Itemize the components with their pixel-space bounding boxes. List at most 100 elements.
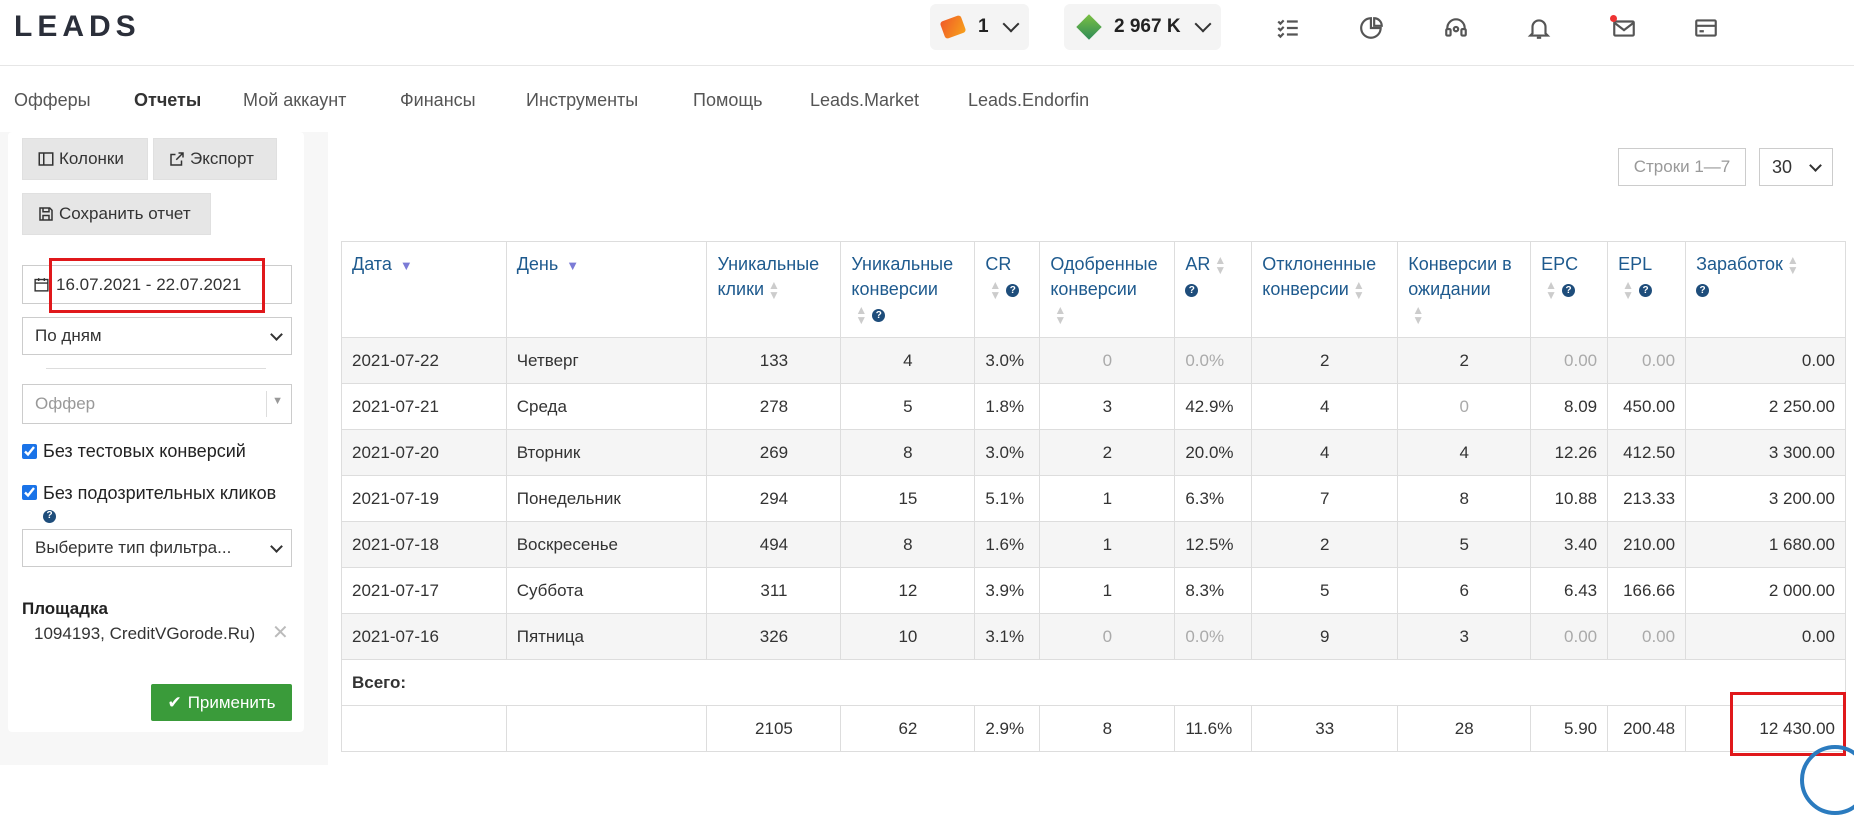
cell-pending: 3 xyxy=(1397,613,1532,660)
apply-button[interactable]: ✔ Применить xyxy=(151,684,292,721)
no-test-label: Без тестовых конверсий xyxy=(43,441,246,461)
support-icon[interactable] xyxy=(1442,14,1470,42)
cell-day: Суббота xyxy=(505,567,708,614)
help-icon[interactable]: ? xyxy=(1696,283,1710,297)
cell-earnings: 2 000.00 xyxy=(1685,567,1846,614)
cell-date: 2021-07-22 xyxy=(341,337,507,384)
tasks-icon[interactable] xyxy=(1274,14,1302,42)
tickets-dropdown[interactable]: 1 xyxy=(930,4,1029,50)
no-suspicious-checkbox-input[interactable] xyxy=(22,485,37,500)
cell-epc: 8.09 xyxy=(1530,383,1609,430)
sort-icon: ▲ ▼ xyxy=(1352,278,1365,303)
col-approved[interactable]: Одобренные конверсии ▲ ▼ xyxy=(1039,241,1176,338)
table-header-row: Дата ▼ День ▼ Уникальные клики ▲ ▼ Уникальные… xyxy=(341,241,1846,338)
total-cell-unique-conversions: 62 xyxy=(840,705,976,752)
cell-date: 2021-07-16 xyxy=(341,613,507,660)
cell-unique-conversions: 15 xyxy=(840,475,976,522)
sort-desc-icon: ▼ xyxy=(566,258,580,273)
offer-select[interactable]: Оффер ▼ xyxy=(22,384,292,424)
total-earnings-highlight-box xyxy=(1730,692,1846,756)
cell-day: Понедельник xyxy=(505,475,708,522)
col-day[interactable]: День ▼ xyxy=(505,241,708,338)
table-row: 2021-07-20 Вторник 269 8 3.0% 2 20.0% 4 4 12.26 41… xyxy=(341,429,1846,476)
chat-widget[interactable] xyxy=(1800,745,1854,815)
bell-icon[interactable] xyxy=(1525,14,1553,42)
col-rejected-label-1: Отклоненные xyxy=(1262,254,1377,274)
cell-earnings: 2 250.00 xyxy=(1685,383,1846,430)
cell-cr: 3.0% xyxy=(974,429,1041,476)
nav-reports[interactable]: Отчеты xyxy=(134,90,202,110)
balance-dropdown[interactable]: 2 967 K xyxy=(1064,4,1221,50)
cell-ar: 0.0% xyxy=(1174,337,1253,384)
col-epc[interactable]: EPC ▲ ▼ ? xyxy=(1530,241,1609,338)
rows-per-page-value: 30 xyxy=(1772,156,1793,177)
nav-account[interactable]: Мой аккаунт xyxy=(243,90,347,110)
help-icon[interactable]: ? xyxy=(1185,283,1199,297)
close-icon[interactable]: ✕ xyxy=(272,622,289,644)
cell-ar: 20.0% xyxy=(1174,429,1253,476)
columns-button[interactable]: Колонки xyxy=(22,138,148,180)
cell-pending: 5 xyxy=(1397,521,1532,568)
nav-tools[interactable]: Инструменты xyxy=(526,90,639,110)
cell-rejected: 4 xyxy=(1251,383,1399,430)
cell-unique-conversions: 4 xyxy=(840,337,976,384)
total-cell-cr: 2.9% xyxy=(974,705,1041,752)
cell-day: Пятница xyxy=(505,613,708,660)
cell-date: 2021-07-17 xyxy=(341,567,507,614)
cell-unique-conversions: 8 xyxy=(840,429,976,476)
col-cr[interactable]: CR ▲ ▼ ? xyxy=(974,241,1041,338)
nav-offers[interactable]: Офферы xyxy=(14,90,91,110)
col-unique-conversions[interactable]: Уникальные конверсии ▲ ▼ ? xyxy=(840,241,976,338)
cell-unique-clicks: 494 xyxy=(706,521,842,568)
col-pending[interactable]: Конверсии в ожидании ▲ ▼ xyxy=(1397,241,1532,338)
total-cell-rejected: 33 xyxy=(1251,705,1399,752)
col-date-label: Дата xyxy=(352,254,392,274)
export-button[interactable]: Экспорт xyxy=(153,138,277,180)
chart-pie-icon[interactable] xyxy=(1358,14,1386,42)
help-icon[interactable]: ? xyxy=(872,308,886,322)
group-by-value: По дням xyxy=(35,326,102,345)
cell-ar: 12.5% xyxy=(1174,521,1253,568)
logo[interactable]: LEADS xyxy=(14,10,141,43)
col-date[interactable]: Дата ▼ xyxy=(341,241,507,338)
no-test-checkbox-input[interactable] xyxy=(22,444,37,459)
total-cell-unique-clicks: 2105 xyxy=(706,705,842,752)
col-day-label: День xyxy=(516,254,559,274)
group-by-select[interactable]: По дням xyxy=(22,317,292,355)
date-range-picker[interactable]: 16.07.2021 - 22.07.2021 xyxy=(22,265,292,304)
nav-leads-market[interactable]: Leads.Market xyxy=(810,90,920,110)
offer-placeholder: Оффер xyxy=(35,394,96,413)
col-earnings[interactable]: Заработок ▲ ▼? xyxy=(1685,241,1846,338)
sort-icon: ▲ ▼ xyxy=(1786,253,1799,278)
help-icon[interactable]: ? xyxy=(1562,283,1576,297)
chevron-down-icon xyxy=(1809,159,1822,172)
help-icon[interactable]: ? xyxy=(1639,283,1653,297)
calendar-icon xyxy=(34,278,49,292)
save-report-button[interactable]: Сохранить отчет xyxy=(22,193,211,235)
cell-epc: 6.43 xyxy=(1530,567,1609,614)
no-test-conversions-checkbox[interactable]: Без тестовых конверсий xyxy=(22,441,246,462)
cell-epl: 0.00 xyxy=(1607,337,1687,384)
mail-icon[interactable] xyxy=(1610,14,1638,42)
col-rejected[interactable]: Отклоненные конверсии ▲ ▼ xyxy=(1251,241,1399,338)
card-icon[interactable] xyxy=(1692,14,1720,42)
filter-type-select[interactable]: Выберите тип фильтра... xyxy=(22,529,292,567)
col-ar[interactable]: AR ▲ ▼? xyxy=(1174,241,1253,338)
no-suspicious-clicks-checkbox[interactable]: Без подозрительных кликов ? xyxy=(22,482,276,526)
nav-finance[interactable]: Финансы xyxy=(400,90,476,110)
cell-ar: 42.9% xyxy=(1174,383,1253,430)
help-icon[interactable]: ? xyxy=(1006,283,1020,297)
help-icon[interactable]: ? xyxy=(43,509,56,523)
table-row: 2021-07-22 Четверг 133 4 3.0% 0 0.0% 2 2 0.00 0.00… xyxy=(341,337,1846,384)
cell-date: 2021-07-18 xyxy=(341,521,507,568)
nav-leads-endorfin[interactable]: Leads.Endorfin xyxy=(968,90,1090,110)
cell-rejected: 5 xyxy=(1251,567,1399,614)
col-epl[interactable]: EPL ▲ ▼ ? xyxy=(1607,241,1687,338)
cell-pending: 8 xyxy=(1397,475,1532,522)
date-highlight-box xyxy=(49,258,265,313)
col-unique-clicks-label-2: клики xyxy=(717,279,765,299)
col-unique-clicks[interactable]: Уникальные клики ▲ ▼ xyxy=(706,241,842,338)
nav-help[interactable]: Помощь xyxy=(693,90,763,110)
cell-rejected: 2 xyxy=(1251,521,1399,568)
rows-per-page-select[interactable]: 30 xyxy=(1759,148,1833,186)
